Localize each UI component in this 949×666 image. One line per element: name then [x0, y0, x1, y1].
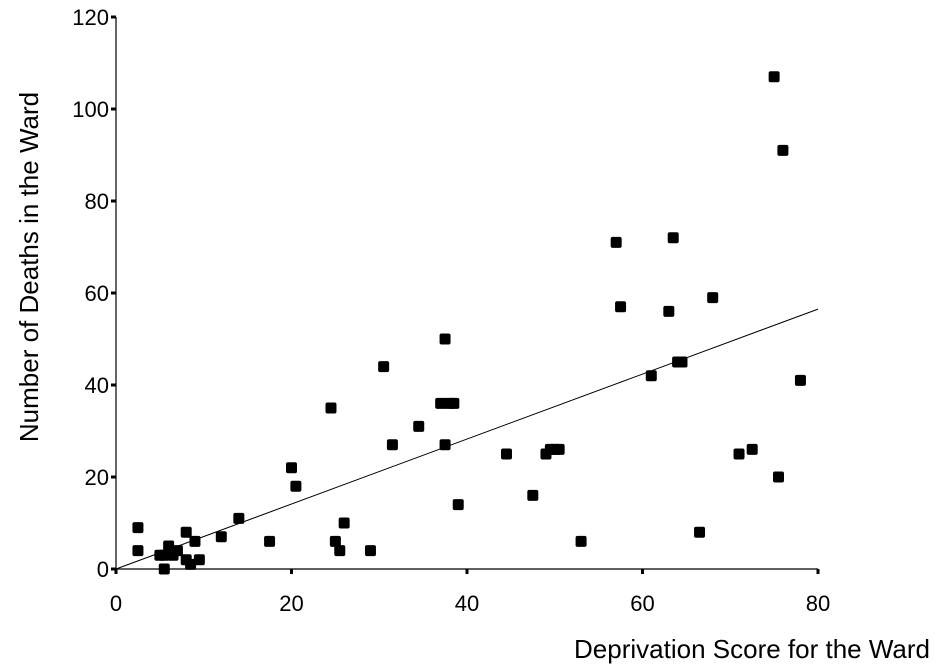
data-point	[132, 522, 144, 534]
y-tick-label: 120	[72, 5, 109, 30]
data-point	[768, 71, 780, 83]
data-point	[171, 545, 183, 557]
y-tick-label: 0	[97, 557, 109, 582]
data-point	[746, 443, 758, 455]
data-point	[575, 535, 587, 547]
data-point	[777, 144, 789, 156]
data-point	[386, 439, 398, 451]
data-point	[553, 443, 565, 455]
data-point	[676, 356, 688, 368]
x-tick-label: 60	[630, 591, 654, 616]
y-axis-ticks: 0 20 40 60 80 100 120	[72, 5, 116, 582]
data-point	[733, 448, 745, 460]
data-point	[707, 292, 719, 304]
data-point	[435, 397, 447, 409]
data-point	[694, 526, 706, 538]
data-point	[773, 471, 785, 483]
y-axis-title: Number of Deaths in the Ward	[14, 92, 44, 442]
data-point	[193, 554, 205, 566]
data-point	[663, 305, 675, 317]
data-point	[667, 232, 679, 244]
data-point	[233, 512, 245, 524]
trend-line	[115, 308, 819, 570]
data-point	[413, 420, 425, 432]
data-point	[610, 236, 622, 248]
y-tick-label: 40	[85, 373, 109, 398]
x-tick-label: 80	[806, 591, 830, 616]
data-point	[334, 545, 346, 557]
data-point	[286, 462, 297, 474]
x-tick-label: 40	[455, 591, 479, 616]
data-point	[264, 535, 276, 547]
data-point	[378, 361, 390, 373]
trend-line-group	[115, 308, 819, 570]
data-point	[439, 439, 451, 451]
data-point	[448, 397, 460, 409]
y-tick-label: 20	[85, 465, 109, 490]
data-point	[325, 402, 337, 414]
data-point	[158, 563, 170, 575]
data-point	[338, 517, 350, 529]
data-point	[329, 535, 341, 547]
data-point	[364, 545, 376, 557]
data-point	[794, 374, 806, 386]
data-point	[527, 489, 539, 501]
data-point	[185, 558, 197, 570]
x-axis-ticks: 0 20 40 60 80	[110, 569, 830, 616]
x-tick-label: 20	[279, 591, 303, 616]
data-point	[215, 531, 227, 543]
y-tick-label: 80	[85, 189, 109, 214]
y-tick-label: 60	[85, 281, 109, 306]
data-point	[452, 499, 464, 511]
data-point	[615, 301, 627, 313]
x-tick-label: 0	[110, 591, 122, 616]
data-point	[180, 526, 192, 538]
data-points	[132, 71, 806, 575]
x-axis-title: Deprivation Score for the Ward	[574, 634, 930, 664]
data-point	[500, 448, 512, 460]
y-tick-label: 100	[72, 97, 109, 122]
data-point	[439, 333, 451, 345]
data-point	[132, 545, 144, 557]
data-point	[290, 480, 302, 492]
data-point	[645, 370, 657, 382]
